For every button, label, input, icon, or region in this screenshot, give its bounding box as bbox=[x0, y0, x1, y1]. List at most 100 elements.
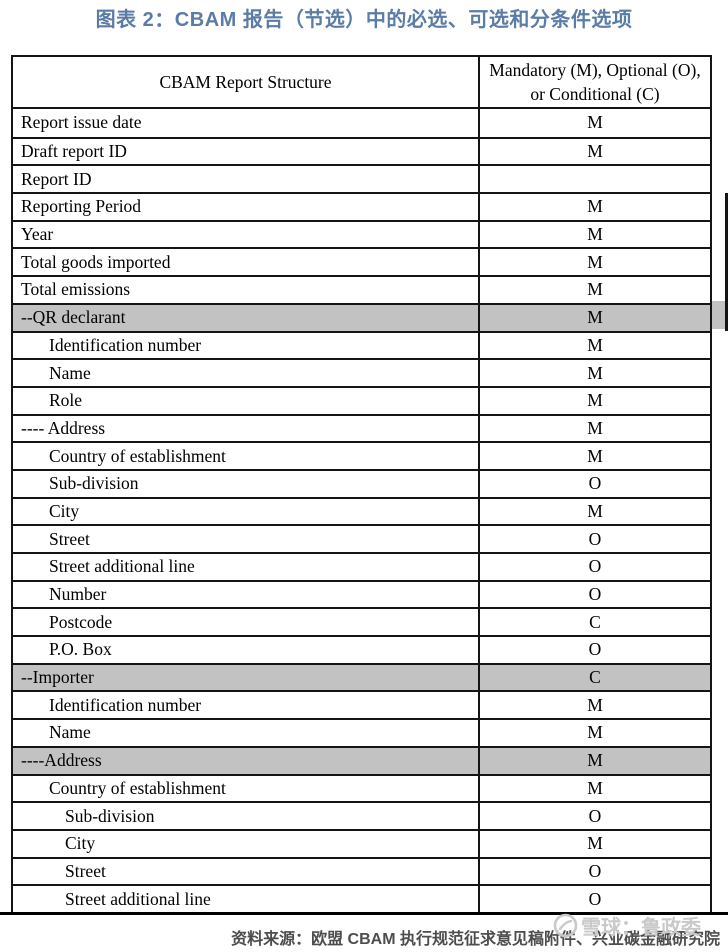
row-value: O bbox=[478, 554, 710, 580]
table-row: --Importer C bbox=[13, 662, 710, 691]
row-label: Draft report ID bbox=[21, 141, 127, 162]
row-value: O bbox=[478, 803, 710, 829]
table-row: Street O bbox=[13, 524, 710, 552]
row-value: M bbox=[478, 109, 710, 137]
row-label: Report issue date bbox=[21, 112, 142, 133]
row-label: --Importer bbox=[21, 667, 94, 688]
row-label: Identification number bbox=[49, 694, 202, 715]
row-value: M bbox=[478, 277, 710, 303]
row-label: Reporting Period bbox=[21, 196, 142, 217]
table-row: Report issue date M bbox=[13, 109, 710, 137]
row-value: O bbox=[478, 470, 710, 497]
table-row: Report ID bbox=[13, 164, 710, 193]
row-value: M bbox=[478, 830, 710, 857]
row-label: Name bbox=[49, 362, 91, 383]
row-value: M bbox=[478, 249, 710, 276]
row-label: Total goods imported bbox=[21, 251, 171, 272]
row-label: ----Address bbox=[21, 750, 102, 771]
xueqiu-logo-icon bbox=[553, 913, 578, 938]
table-row: Postcode C bbox=[13, 607, 710, 636]
table-row: P.O. Box O bbox=[13, 635, 710, 663]
table-row: Name M bbox=[13, 718, 710, 746]
row-value: M bbox=[478, 194, 710, 220]
table-row: --QR declarant M bbox=[13, 302, 710, 331]
table-row: Year M bbox=[13, 219, 710, 248]
row-label: Number bbox=[49, 584, 107, 605]
row-value: M bbox=[478, 360, 710, 386]
cbam-report-table: CBAM Report Structure Mandatory (M), Opt… bbox=[11, 55, 712, 912]
document-rule bbox=[0, 912, 728, 915]
row-value: M bbox=[478, 332, 710, 359]
row-label: ---- Address bbox=[21, 417, 106, 438]
row-value: M bbox=[478, 138, 710, 165]
row-value: O bbox=[478, 581, 710, 608]
row-label: Identification number bbox=[49, 334, 202, 355]
row-value: M bbox=[478, 720, 710, 746]
row-value: O bbox=[478, 858, 710, 885]
row-label: Postcode bbox=[49, 611, 113, 632]
row-value: M bbox=[478, 443, 710, 469]
row-value: O bbox=[478, 637, 710, 663]
row-label: Street bbox=[65, 860, 106, 881]
row-value: M bbox=[478, 692, 710, 719]
row-label: Sub-division bbox=[65, 805, 155, 826]
table-row: Draft report ID M bbox=[13, 136, 710, 165]
row-value bbox=[478, 166, 710, 193]
figure-title: 图表 2：CBAM 报告（节选）中的必选、可选和分条件选项 bbox=[95, 9, 633, 31]
table-row: Name M bbox=[13, 358, 710, 386]
table-row: ---- Address M bbox=[13, 413, 710, 442]
row-label: Role bbox=[49, 390, 83, 411]
table-row: Reporting Period M bbox=[13, 192, 710, 220]
row-label: Sub-division bbox=[49, 473, 139, 494]
row-label: --QR declarant bbox=[21, 307, 126, 328]
row-value: C bbox=[478, 609, 710, 636]
row-value: M bbox=[478, 747, 710, 774]
row-value: M bbox=[478, 415, 710, 442]
table-header-row: CBAM Report Structure Mandatory (M), Opt… bbox=[13, 57, 710, 109]
header-cell-mode: Mandatory (M), Optional (O), or Conditio… bbox=[478, 57, 710, 107]
row-label: City bbox=[65, 833, 96, 854]
table-row: Sub-division O bbox=[13, 468, 710, 497]
table-row: Country of establishment M bbox=[13, 773, 710, 802]
table-row: Country of establishment M bbox=[13, 441, 710, 469]
table-body: Report issue date M Draft report ID M Report… bbox=[13, 109, 710, 912]
table-row: Total emissions M bbox=[13, 275, 710, 303]
row-value: M bbox=[478, 498, 710, 525]
table-row: Total goods imported M bbox=[13, 247, 710, 276]
table-row: Role M bbox=[13, 385, 710, 414]
row-label: City bbox=[49, 500, 80, 521]
row-label: Street additional line bbox=[65, 888, 211, 909]
source-note: 资料来源：欧盟 CBAM 执行规范征求意见稿附件、兴业碳金融研究院 bbox=[231, 931, 720, 948]
row-label: Country of establishment bbox=[49, 445, 226, 466]
table-row: City M bbox=[13, 828, 710, 857]
table-row: Identification number M bbox=[13, 330, 710, 359]
row-label: Total emissions bbox=[21, 279, 131, 300]
table-row: Street O bbox=[13, 856, 710, 885]
watermark-text: 雪球：鲁政委 bbox=[581, 916, 701, 939]
row-value: M bbox=[478, 304, 710, 331]
row-label: Country of establishment bbox=[49, 777, 226, 798]
row-value: M bbox=[478, 387, 710, 414]
watermark: 雪球：鲁政委 bbox=[553, 911, 701, 939]
row-label: Name bbox=[49, 722, 91, 743]
row-label: P.O. Box bbox=[49, 639, 112, 660]
table-row: City M bbox=[13, 496, 710, 525]
table-row: Street additional line O bbox=[13, 884, 710, 912]
row-label: Year bbox=[21, 224, 54, 245]
table-row: Identification number M bbox=[13, 690, 710, 719]
row-label: Report ID bbox=[21, 168, 92, 189]
row-label: Street additional line bbox=[49, 556, 195, 577]
row-label: Street bbox=[49, 528, 90, 549]
page-edge-mark bbox=[725, 193, 728, 331]
gray-row-bleed-artifact bbox=[712, 301, 725, 329]
header-cell-structure: CBAM Report Structure bbox=[159, 71, 332, 92]
table-row: Street additional line O bbox=[13, 552, 710, 580]
row-value: M bbox=[478, 221, 710, 248]
table-row: Number O bbox=[13, 579, 710, 608]
row-value: M bbox=[478, 775, 710, 802]
row-value: O bbox=[478, 886, 710, 912]
row-value: C bbox=[478, 664, 710, 691]
table-row: ----Address M bbox=[13, 745, 710, 774]
row-value: O bbox=[478, 526, 710, 552]
table-row: Sub-division O bbox=[13, 801, 710, 829]
